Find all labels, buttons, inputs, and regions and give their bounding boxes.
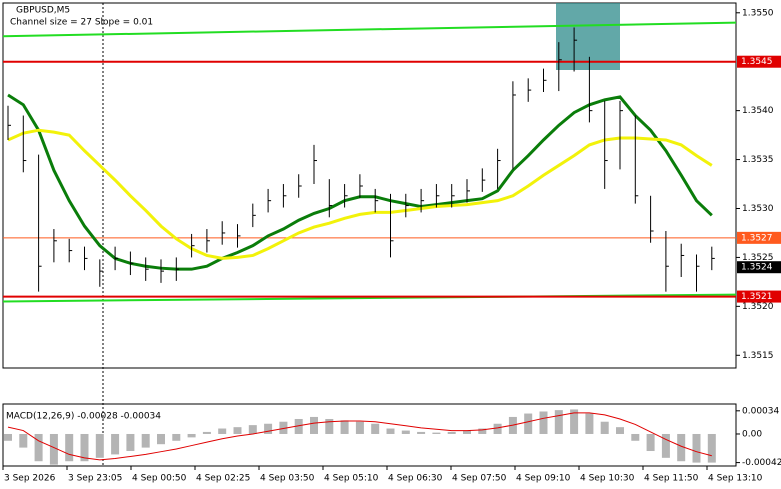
macd-bar xyxy=(294,418,303,434)
y-tick-label: 1.3530 xyxy=(742,204,774,214)
y-tick-label: 1.3550 xyxy=(742,8,774,18)
macd-bar xyxy=(310,416,318,434)
level-label-box xyxy=(737,290,781,303)
macd-bar xyxy=(692,433,701,463)
macd-bar xyxy=(707,433,716,463)
macd-title: MACD(12,26,9) -0.00028 -0.00034 xyxy=(6,412,161,422)
x-tick-label: 3 Sep 23:05 xyxy=(68,474,122,484)
macd-bar xyxy=(248,425,257,434)
macd-bar xyxy=(677,433,686,462)
level-label: 1.3545 xyxy=(741,57,773,67)
x-tick-label: 4 Sep 10:30 xyxy=(580,474,635,484)
macd-bar xyxy=(401,430,410,434)
macd-bar xyxy=(554,410,563,434)
macd-bar xyxy=(141,433,150,448)
macd-bar xyxy=(126,433,135,452)
level-label-box xyxy=(737,231,781,244)
x-tick-label: 4 Sep 06:30 xyxy=(388,474,443,484)
macd-panel xyxy=(2,403,737,467)
macd-bar xyxy=(233,427,242,434)
y-tick-label: 1.3535 xyxy=(742,155,774,165)
macd-bar xyxy=(111,433,120,455)
macd-bar xyxy=(325,418,334,434)
macd-bar xyxy=(493,423,502,434)
level-label: 1.3527 xyxy=(741,233,773,243)
y-tick-label: 1.3515 xyxy=(742,351,774,361)
highlight-zone xyxy=(556,3,620,70)
macd-tick-label: 0.00034 xyxy=(742,406,779,416)
macd-bar xyxy=(585,413,594,434)
macd-bar xyxy=(524,413,533,434)
macd-tick-label: -0.00042 xyxy=(742,458,781,468)
level-label-box xyxy=(737,55,781,68)
x-tick-label: 4 Sep 03:50 xyxy=(260,474,315,484)
macd-bar xyxy=(157,433,165,445)
macd-bar xyxy=(646,433,655,452)
x-tick-label: 4 Sep 13:10 xyxy=(708,474,763,484)
main-panel xyxy=(2,2,737,369)
macd-bar xyxy=(80,433,89,462)
macd-bar xyxy=(34,433,43,462)
macd-bar xyxy=(355,421,364,434)
macd-bar xyxy=(371,423,380,434)
macd-bar xyxy=(187,433,196,438)
macd-bar xyxy=(340,420,349,434)
level-label-box xyxy=(737,261,781,274)
macd-bar xyxy=(386,428,395,434)
macd-tick-label: 0.00 xyxy=(742,429,762,439)
macd-bar xyxy=(202,431,211,434)
x-tick-label: 4 Sep 11:50 xyxy=(644,474,699,484)
y-tick-label: 1.3540 xyxy=(742,106,774,116)
macd-bar xyxy=(264,423,273,434)
x-tick-label: 4 Sep 02:25 xyxy=(196,474,250,484)
macd-bar xyxy=(463,430,471,434)
macd-bar xyxy=(95,433,104,458)
macd-bar xyxy=(478,428,487,434)
macd-signal xyxy=(7,412,712,461)
channel-line xyxy=(2,21,737,38)
x-tick-label: 4 Sep 07:50 xyxy=(452,474,507,484)
macd-bar xyxy=(616,427,624,434)
moving-average xyxy=(7,128,713,260)
x-tick-label: 3 Sep 2026 xyxy=(4,474,56,484)
x-tick-label: 4 Sep 09:10 xyxy=(516,474,571,484)
level-label: 1.3524 xyxy=(741,263,773,273)
macd-bar xyxy=(432,432,441,434)
macd-bar xyxy=(661,433,670,458)
chart-subtitle: Channel size = 27 Slope = 0.01 xyxy=(10,18,153,28)
macd-bar xyxy=(570,409,579,434)
macd-bar xyxy=(49,433,58,465)
macd-bar xyxy=(4,433,12,441)
level-label: 1.3521 xyxy=(741,292,773,302)
macd-bar xyxy=(447,431,456,434)
macd-bar xyxy=(279,421,288,434)
macd-bar xyxy=(218,428,227,434)
y-tick-label: 1.3525 xyxy=(742,253,774,263)
x-tick-label: 4 Sep 00:50 xyxy=(132,474,187,484)
macd-bar xyxy=(600,421,609,434)
chart-title: GBPUSD,M5 xyxy=(16,6,70,16)
macd-bar xyxy=(631,433,640,441)
macd-bar xyxy=(539,411,548,434)
y-tick-label: 1.3520 xyxy=(742,302,774,312)
macd-bar xyxy=(172,433,181,441)
macd-bar xyxy=(19,433,28,448)
x-tick-label: 4 Sep 05:10 xyxy=(324,474,379,484)
macd-bar xyxy=(417,431,426,434)
macd-bar xyxy=(65,433,74,462)
